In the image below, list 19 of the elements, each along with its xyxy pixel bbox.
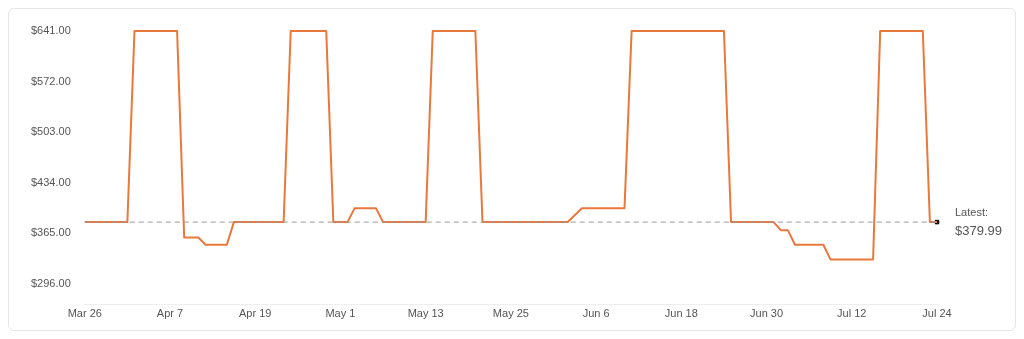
x-tick-label: May 25 [492,307,529,320]
x-tick-label: Jul 12 [837,307,867,320]
y-tick-label: $365.00 [31,226,71,239]
x-tick-label: May 13 [407,307,444,320]
y-tick-label: $503.00 [31,125,71,138]
y-tick-label: $572.00 [31,74,71,87]
x-tick-label: Apr 7 [156,307,184,320]
x-tick-label: May 1 [325,307,356,320]
x-tick-label: Apr 19 [239,307,272,320]
x-tick-label: Jun 30 [750,307,784,320]
annotation: $379.99 [955,222,1002,238]
x-tick-label: Jun 18 [664,307,698,320]
x-tick-label: Mar 26 [67,307,102,320]
x-tick-label: Jul 24 [922,307,952,320]
annotation: Latest: [955,206,989,219]
x-tick-label: Jun 6 [582,307,610,320]
y-tick-label: $434.00 [31,175,71,188]
y-tick-label: $296.00 [31,276,71,289]
y-tick-label: $641.00 [31,24,71,37]
